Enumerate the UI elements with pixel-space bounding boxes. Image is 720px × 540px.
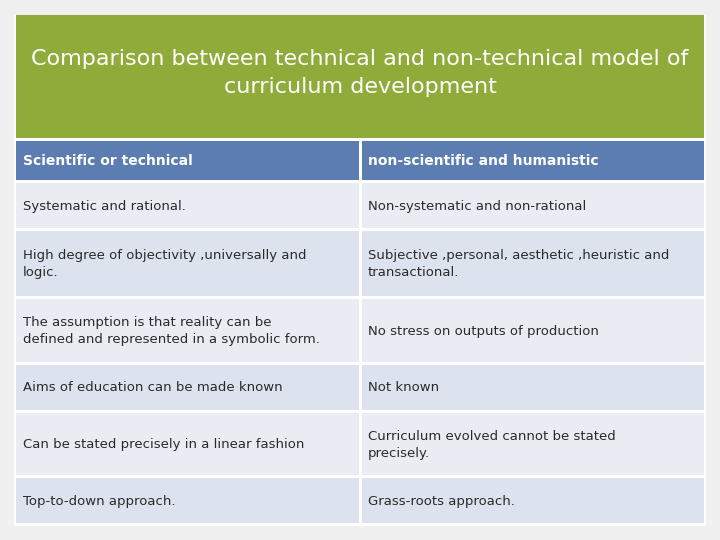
Text: No stress on outputs of production: No stress on outputs of production (368, 325, 599, 338)
Text: non-scientific and humanistic: non-scientific and humanistic (368, 154, 598, 168)
Text: Curriculum evolved cannot be stated
precisely.: Curriculum evolved cannot be stated prec… (368, 429, 616, 460)
Bar (15, 362, 705, 365)
Text: Systematic and rational.: Systematic and rational. (23, 200, 186, 213)
Text: Not known: Not known (368, 381, 439, 394)
Bar (15, 411, 705, 477)
Text: Scientific or technical: Scientific or technical (23, 154, 193, 168)
Bar (359, 364, 362, 411)
Text: Subjective ,personal, aesthetic ,heuristic and
transactional.: Subjective ,personal, aesthetic ,heurist… (368, 249, 670, 279)
Bar (15, 364, 705, 411)
Bar (15, 523, 705, 526)
Text: Grass-roots approach.: Grass-roots approach. (368, 495, 515, 508)
Bar (14, 15, 16, 525)
Text: Aims of education can be made known: Aims of education can be made known (23, 381, 283, 394)
Bar (359, 140, 362, 183)
Bar (15, 475, 705, 478)
Text: Can be stated precisely in a linear fashion: Can be stated precisely in a linear fash… (23, 438, 305, 451)
Bar (15, 183, 705, 230)
Text: Non-systematic and non-rational: Non-systematic and non-rational (368, 200, 586, 213)
Bar (359, 183, 362, 230)
Bar (15, 298, 705, 364)
Text: The assumption is that reality can be
defined and represented in a symbolic form: The assumption is that reality can be de… (23, 316, 320, 346)
Bar (15, 138, 705, 141)
Bar (15, 230, 705, 298)
Bar (15, 228, 705, 231)
Text: Top-to-down approach.: Top-to-down approach. (23, 495, 176, 508)
Bar (15, 15, 705, 140)
Bar (359, 477, 362, 525)
Bar (15, 140, 705, 183)
Bar (359, 411, 362, 477)
Bar (15, 180, 705, 183)
Text: Comparison between technical and non-technical model of
curriculum development: Comparison between technical and non-tec… (31, 50, 689, 98)
Bar (359, 298, 362, 364)
Bar (15, 477, 705, 525)
Bar (704, 15, 706, 525)
Bar (15, 296, 705, 299)
Text: High degree of objectivity ,universally and
logic.: High degree of objectivity ,universally … (23, 249, 307, 279)
Bar (359, 230, 362, 298)
Bar (15, 409, 705, 413)
